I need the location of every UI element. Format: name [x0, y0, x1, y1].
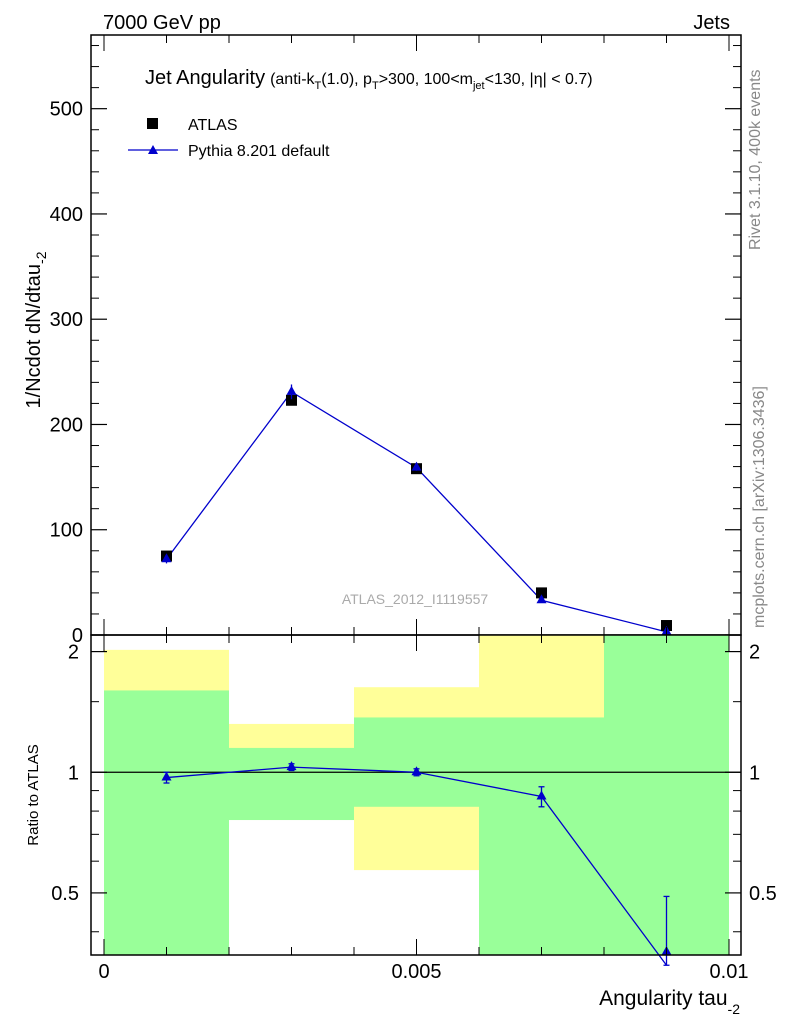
atlas-point [536, 587, 547, 599]
uncertainty-band-green [229, 747, 354, 821]
pythia-point [536, 594, 547, 604]
ratio-point [161, 771, 172, 781]
main-ytick-label: 400 [50, 204, 83, 226]
x-tick-label: 0.01 [710, 961, 749, 983]
x-tick-label: 0 [98, 961, 109, 983]
main-panel: 0 100 200 300 400 500 1/Ncdot dN/dtau-2 Jet A… [23, 34, 742, 647]
atlas-point [286, 394, 297, 406]
ratio-ytick-label-right: 2 [749, 642, 760, 664]
legend-marker-atlas [147, 118, 158, 129]
uncertainty-band-green [354, 717, 479, 807]
pythia-point [161, 553, 172, 563]
legend-marker-pythia [148, 145, 158, 154]
ratio-y-axis-label: Ratio to ATLAS [25, 744, 42, 845]
main-ytick-label: 500 [50, 99, 83, 121]
header-right: Jets [693, 12, 730, 34]
analysis-watermark: ATLAS_2012_I1119557 [342, 591, 489, 607]
pythia-point [286, 385, 297, 395]
uncertainty-band-green [104, 690, 229, 955]
x-axis-label: Angularity tau-2 [599, 987, 740, 1017]
rivet-label: Rivet 3.1.10, 400k events [747, 69, 764, 250]
main-ytick-label: 0 [72, 625, 83, 647]
ratio-point [536, 790, 547, 800]
main-ytick-label: 100 [50, 520, 83, 542]
pythia-point [411, 461, 422, 471]
ratio-ytick-label: 1 [68, 762, 79, 784]
header-left: 7000 GeV pp [103, 12, 221, 34]
legend-label-pythia: Pythia 8.201 default [188, 143, 330, 160]
x-tick-label: 0.005 [391, 961, 441, 983]
main-ytick-label: 200 [50, 414, 83, 436]
ratio-point [411, 766, 422, 776]
main-ytick-label: 300 [50, 309, 83, 331]
uncertainty-band-green [479, 717, 604, 955]
legend: ATLAS Pythia 8.201 default [128, 117, 330, 160]
ratio-ytick-label-right: 0.5 [749, 883, 777, 905]
main-y-axis-label: 1/Ncdot dN/dtau-2 [23, 251, 49, 408]
atlas-point [661, 620, 672, 632]
legend-label-atlas: ATLAS [188, 117, 238, 134]
plot-title: Jet Angularity (anti-kT(1.0), pT>300, 100… [145, 67, 593, 92]
ratio-ytick-label: 2 [68, 642, 79, 664]
ratio-ytick-label: 0.5 [51, 883, 79, 905]
mcplots-label: mcplots.cern.ch [arXiv:1306.3436] [751, 386, 768, 628]
ratio-ytick-label-right: 1 [749, 762, 760, 784]
ratio-point [286, 761, 297, 771]
ratio-panel: 0.5 0.5 1 1 2 2 0 0.005 0.01 Ratio to ATLAS Ang… [25, 634, 777, 1017]
